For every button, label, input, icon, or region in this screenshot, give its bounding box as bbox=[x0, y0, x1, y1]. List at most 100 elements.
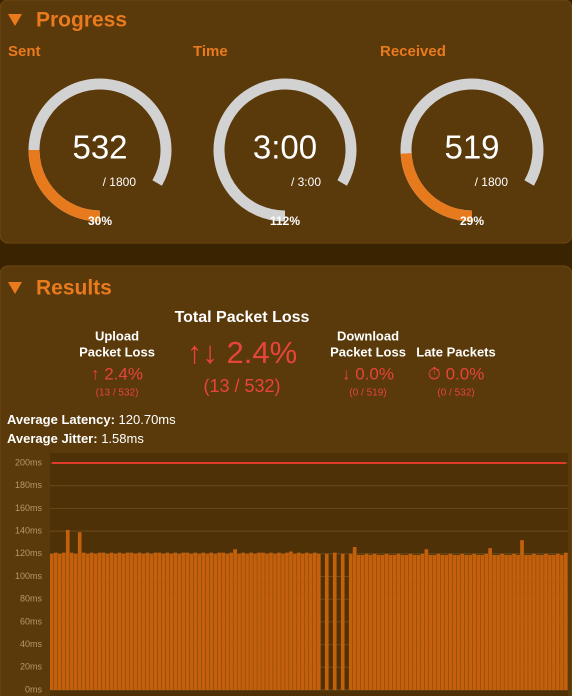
bar bbox=[532, 553, 536, 690]
bar bbox=[153, 552, 158, 690]
bar bbox=[53, 552, 58, 690]
bar bbox=[436, 553, 441, 690]
bar bbox=[97, 552, 102, 690]
jitter: Average Jitter: 1.58ms bbox=[7, 431, 144, 446]
bar bbox=[332, 552, 337, 690]
bar bbox=[293, 553, 297, 690]
bar bbox=[73, 553, 78, 690]
bar bbox=[93, 553, 98, 690]
late-value: ⏱ 0.0% bbox=[428, 364, 485, 383]
bar bbox=[285, 552, 289, 690]
y-tick-label: 60ms bbox=[20, 616, 43, 626]
y-tick-label: 0ms bbox=[25, 684, 43, 694]
bar bbox=[424, 549, 429, 690]
bar bbox=[221, 552, 226, 690]
bar bbox=[552, 554, 556, 690]
bar bbox=[65, 529, 70, 690]
bar bbox=[117, 552, 122, 690]
bar bbox=[89, 552, 94, 690]
bar bbox=[205, 553, 210, 690]
gauge-value: 532 bbox=[72, 129, 127, 166]
bar bbox=[420, 553, 425, 690]
bar bbox=[492, 554, 496, 690]
bar bbox=[69, 552, 74, 690]
section-title[interactable]: Results bbox=[36, 277, 112, 300]
bar bbox=[193, 552, 198, 690]
bar bbox=[500, 553, 504, 690]
bar bbox=[444, 554, 449, 690]
bar bbox=[340, 553, 345, 690]
bar bbox=[496, 554, 500, 690]
bar bbox=[416, 554, 421, 690]
bar bbox=[185, 552, 190, 690]
bar bbox=[472, 553, 477, 690]
bar bbox=[125, 552, 130, 690]
bar bbox=[213, 553, 218, 690]
collapse-icon[interactable] bbox=[8, 282, 22, 294]
progress-panel bbox=[0, 0, 572, 244]
bar bbox=[312, 552, 317, 690]
bar bbox=[480, 554, 485, 690]
bar bbox=[372, 553, 377, 690]
bar bbox=[460, 553, 465, 690]
bar bbox=[488, 548, 492, 690]
y-tick-label: 100ms bbox=[15, 571, 43, 581]
bar bbox=[233, 549, 237, 690]
section-title[interactable]: Progress bbox=[36, 9, 127, 32]
collapse-icon[interactable] bbox=[8, 14, 22, 26]
total-loss-value: ↑↓ 2.4% bbox=[187, 335, 297, 370]
bar bbox=[277, 552, 281, 690]
bar bbox=[197, 553, 202, 690]
bar bbox=[548, 554, 552, 690]
bar bbox=[392, 554, 397, 690]
total-loss-detail: (13 / 532) bbox=[203, 376, 280, 396]
latency-label: Average Latency: bbox=[7, 412, 115, 427]
bar bbox=[113, 553, 118, 690]
y-tick-label: 180ms bbox=[15, 480, 43, 490]
bar bbox=[161, 553, 166, 690]
bar bbox=[360, 554, 365, 690]
bar bbox=[412, 554, 417, 690]
bar bbox=[544, 553, 548, 690]
bar bbox=[380, 554, 385, 690]
bar bbox=[149, 553, 154, 690]
bar bbox=[432, 554, 437, 690]
y-tick-label: 120ms bbox=[15, 548, 43, 558]
bar bbox=[177, 553, 182, 690]
y-tick-label: 80ms bbox=[20, 594, 43, 604]
bar bbox=[253, 553, 257, 690]
bar bbox=[269, 552, 273, 690]
y-tick-label: 20ms bbox=[20, 662, 43, 672]
bar bbox=[540, 554, 544, 690]
bar bbox=[560, 554, 564, 690]
bar bbox=[165, 552, 170, 690]
upload-label: Packet Loss bbox=[79, 344, 155, 359]
bar bbox=[404, 554, 409, 690]
gauge-label: Received bbox=[380, 43, 446, 60]
bar bbox=[249, 552, 253, 690]
bar bbox=[169, 553, 174, 690]
late-label: Late Packets bbox=[416, 344, 496, 359]
bar bbox=[316, 553, 321, 690]
gauge-value: 3:00 bbox=[253, 129, 317, 166]
latency: Average Latency: 120.70ms bbox=[7, 412, 176, 427]
download-label: Download bbox=[337, 328, 399, 343]
bar bbox=[289, 551, 293, 690]
bar bbox=[245, 553, 249, 690]
bar bbox=[129, 552, 134, 690]
upload-detail: (13 / 532) bbox=[96, 388, 139, 399]
bar bbox=[133, 553, 138, 690]
bar bbox=[237, 553, 241, 690]
bar bbox=[181, 552, 186, 690]
bar bbox=[173, 552, 178, 690]
bar bbox=[305, 552, 309, 690]
bar bbox=[448, 553, 453, 690]
bar bbox=[309, 553, 313, 690]
bar bbox=[297, 552, 301, 690]
bar bbox=[484, 553, 488, 690]
bar bbox=[508, 554, 512, 690]
y-tick-label: 160ms bbox=[15, 503, 43, 513]
gauge-total: / 1800 bbox=[475, 175, 509, 189]
bar bbox=[225, 553, 229, 690]
bar bbox=[101, 552, 106, 690]
